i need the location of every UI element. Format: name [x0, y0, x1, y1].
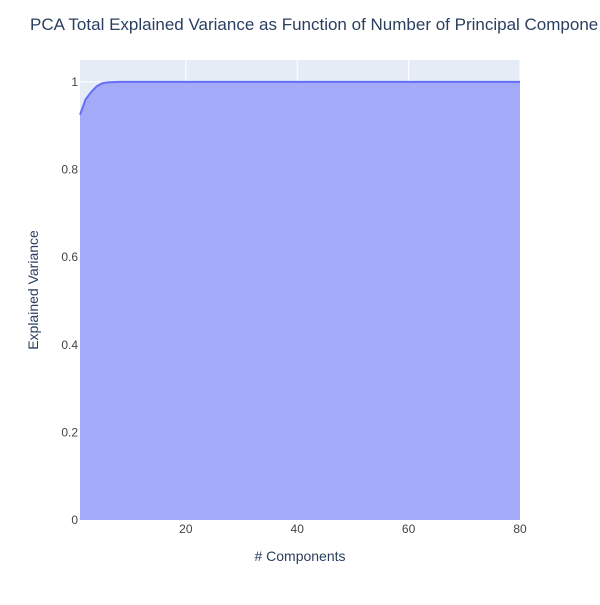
x-tick-label: 40 — [291, 522, 305, 536]
x-axis-ticks: 20 40 60 80 — [179, 522, 527, 536]
y-axis-ticks: 0 0.2 0.4 0.6 0.8 1 — [61, 75, 78, 527]
x-axis-title: # Components — [254, 548, 345, 564]
y-tick-label: 0.8 — [61, 163, 78, 177]
y-tick-label: 0 — [71, 513, 78, 527]
y-tick-label: 0.6 — [61, 250, 78, 264]
chart-title: PCA Total Explained Variance as Function… — [30, 15, 598, 34]
y-tick-label: 0.4 — [61, 338, 78, 352]
x-tick-label: 80 — [513, 522, 527, 536]
y-axis-title: Explained Variance — [25, 230, 41, 350]
y-tick-label: 0.2 — [61, 425, 78, 439]
x-tick-label: 60 — [402, 522, 416, 536]
x-tick-label: 20 — [179, 522, 193, 536]
explained-variance-line — [79, 80, 520, 116]
explained-variance-area — [80, 81, 520, 521]
y-tick-label: 1 — [71, 75, 78, 89]
